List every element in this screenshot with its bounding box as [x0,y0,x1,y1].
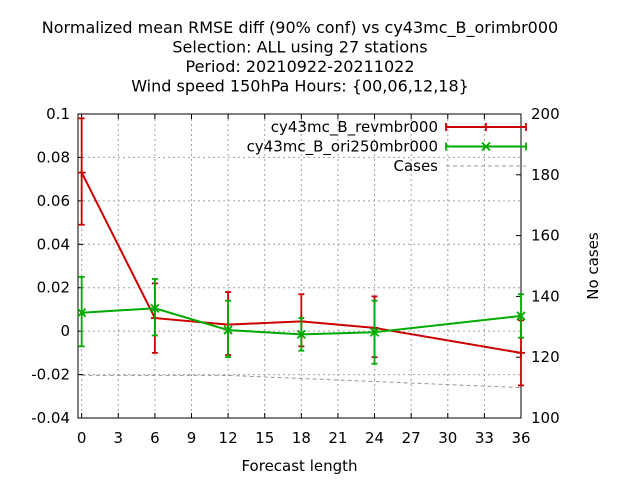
series [77,117,526,389]
x-tick-label: 9 [187,429,197,447]
x-tick-label: 18 [292,429,311,447]
x-tick-label: 12 [219,429,238,447]
series-line [80,172,522,354]
x-tick-label: 36 [511,429,530,447]
data-point [517,348,525,357]
y-tick-label: 0.1 [46,105,70,123]
y2-tick-label: 140 [531,287,560,305]
y2-axis-label: No cases [584,232,602,300]
grid [78,113,522,419]
y-tick-label: 0.02 [37,279,70,297]
y-tick-label: 0.06 [37,192,70,210]
title-line: Normalized mean RMSE diff (90% conf) vs … [42,18,558,38]
data-point [516,311,526,321]
plot-frame [77,113,522,419]
x-tick-label: 30 [438,429,457,447]
title-line: Wind speed 150hPa Hours: {00,06,12,18} [131,77,469,96]
y2-tick-label: 100 [531,409,560,427]
x-tick-label: 21 [328,429,347,447]
series-1 [77,275,526,365]
chart-title: Normalized mean RMSE diff (90% conf) vs … [42,18,558,96]
x-tick-label: 27 [402,429,421,447]
data-point [150,303,160,313]
y-tick-label: 0.08 [37,148,70,166]
y2-tick-label: 180 [531,166,560,184]
legend: cy43mc_B_revmbr000cy43mc_B_ori250mbr000C… [247,118,527,175]
y2-tick-label: 160 [531,227,560,245]
x-tick-label: 24 [365,429,384,447]
data-point [369,327,380,337]
x-tick-label: 15 [255,429,274,447]
data-point [223,325,233,335]
y-tick-label: 0.04 [37,235,70,253]
title-line: Selection: ALL using 27 stations [172,38,427,57]
series-line [81,374,522,389]
y2-tick-label: 200 [531,105,560,123]
x-axis-label: Forecast length [241,457,357,475]
legend-marker [482,123,490,131]
data-point [77,168,86,177]
y-tick-label: 0 [60,322,70,340]
x-tick-label: 6 [150,429,160,447]
data-point [296,329,306,340]
y-tick-label: -0.02 [31,366,70,384]
legend-label: cy43mc_B_revmbr000 [271,118,438,137]
y-tick-label: -0.04 [31,409,70,427]
title-line: Period: 20210922-20211022 [185,57,414,76]
x-tick-label: 33 [475,429,494,447]
x-tick-label: 0 [77,429,87,447]
legend-label: Cases [393,157,438,175]
x-tick-label: 3 [113,429,123,447]
legend-label: cy43mc_B_ori250mbr000 [247,138,438,157]
data-point [77,308,87,318]
legend-marker [481,141,491,152]
series-line [81,307,522,336]
series-2 [81,374,522,389]
y2-tick-label: 120 [531,348,560,366]
axis-ticks: 0 3 6 9 12 15 18 21 24 27 30 33 36-0.04-0.0200.020.0… [31,105,559,447]
